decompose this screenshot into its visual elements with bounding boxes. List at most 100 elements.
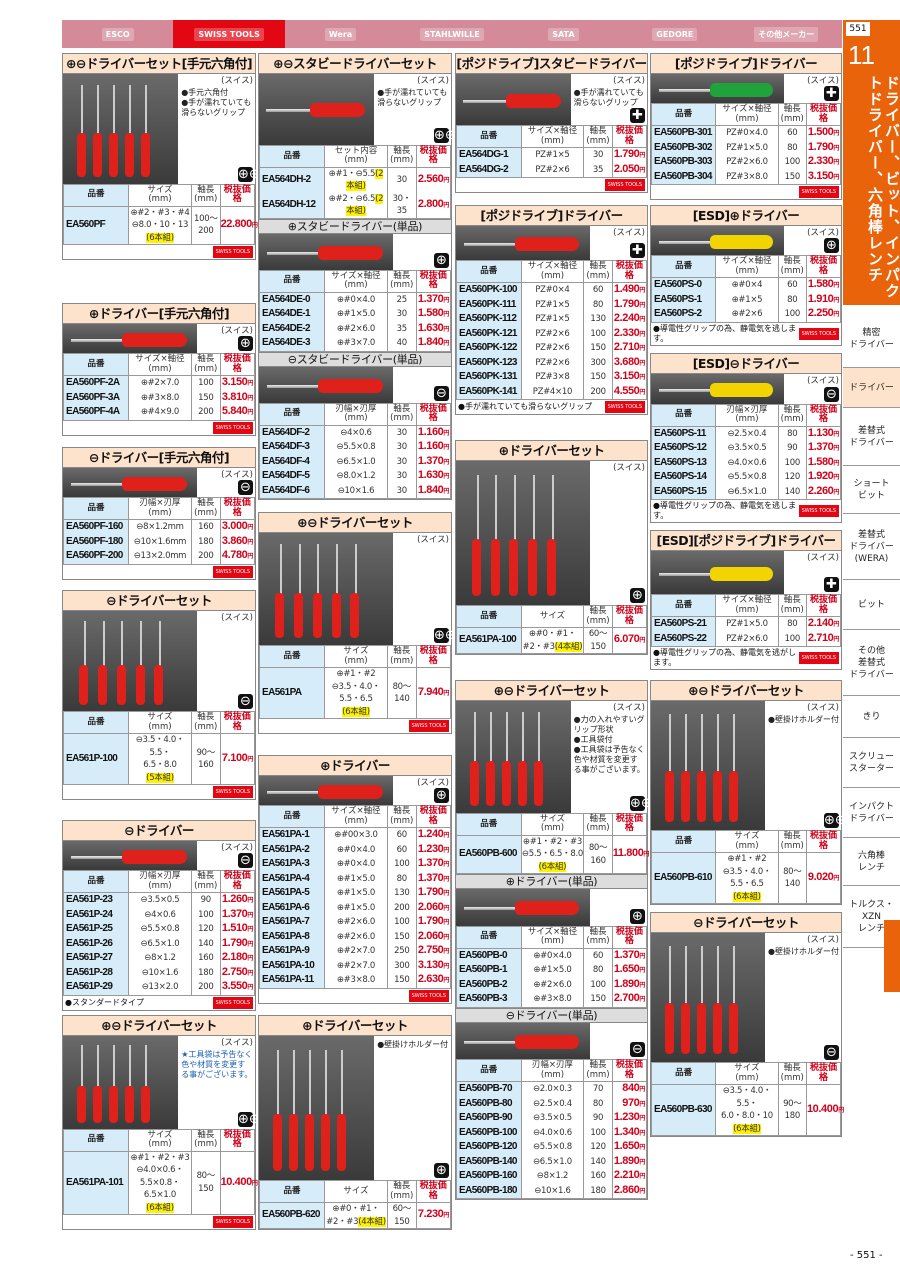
table-row[interactable]: EA560PB-304 PZ#3×8.0 150 3.150円	[650, 169, 842, 185]
table-row[interactable]: EA561P-26 ⊖6.5×1.0 140 1.790円	[63, 936, 256, 951]
table-row[interactable]: EA560PB-630 ⊖3.5・4.0・5.5・ 6.0・8.0・10 (6本組…	[650, 1084, 844, 1136]
table-row[interactable]: EA561PA-101 ⊕#1・#2・#3 ⊖4.0×0.6・5.5×0.8・6.…	[63, 1151, 258, 1215]
brand-tab[interactable]: GEDORE	[619, 20, 730, 48]
table-row[interactable]: EA561PA-2 ⊕#0×4.0 60 1.230円	[259, 842, 452, 857]
table-row[interactable]: EA564DH-12 ⊕#2・⊖6.5(2本組) 30・ 35 2.800円	[259, 192, 452, 219]
table-row[interactable]: EA560PB-120 ⊖5.5×0.8 120 1.650円	[456, 1140, 648, 1155]
table-row[interactable]: EA561P-25 ⊖5.5×0.8 120 1.510円	[63, 922, 256, 937]
table-row[interactable]: EA560PS-1 ⊕#1×5 80 1.910円	[650, 292, 842, 307]
table-row[interactable]: EA560PB-90 ⊖3.5×0.5 90 1.230円	[456, 1111, 648, 1126]
table-row[interactable]: EA561PA-4 ⊕#1×5.0 80 1.370円	[259, 871, 452, 886]
brand-tab[interactable]: SWISS TOOLS	[173, 20, 285, 48]
table-row[interactable]: EA564DF-6 ⊖10×1.6 30 1.840円	[259, 483, 452, 499]
table-row[interactable]: EA560PS-21 PZ#1×5.0 80 2.140円	[650, 616, 842, 632]
nav-item[interactable]: インパクト ドライバー	[843, 788, 900, 838]
table-row[interactable]: EA561P-27 ⊖8×1.2 160 2.180円	[63, 951, 256, 966]
table-row[interactable]: EA564DH-2 ⊕#1・⊖5.5(2本組) 30 2.560円	[259, 167, 452, 193]
table-row[interactable]: EA560PS-15 ⊖6.5×1.0 140 2.260円	[650, 484, 842, 500]
table-row[interactable]: EA561P-24 ⊖4×0.6 100 1.370円	[63, 907, 256, 922]
table-row[interactable]: EA561PA-100 ⊕#0・#1・#2・#3(4本組) 60〜 150 6.070…	[456, 627, 648, 654]
table-row[interactable]: EA561PA-11 ⊕#3×8.0 150 2.630円	[259, 973, 452, 989]
table-row[interactable]: EA560PB-600 ⊕#1・#2・#3 ⊖5.5・6.5・8.0 (6本組) 8…	[456, 835, 649, 875]
table-row[interactable]: EA564DE-2 ⊕#2×6.0 35 1.630円	[259, 321, 452, 337]
table-row[interactable]: EA560PS-13 ⊖4.0×0.6 100 1.580円	[650, 455, 842, 470]
table-row[interactable]: EA560PF ⊕#2・#3・#4 ⊖8.0・10・13 (6本組) 100〜 20…	[63, 206, 258, 245]
table-row[interactable]: EA561PA-6 ⊕#1×5.0 200 2.060円	[259, 900, 452, 915]
brand-tab[interactable]: その他メーカー	[731, 20, 842, 48]
table-row[interactable]: EA561PA-3 ⊕#0×4.0 100 1.370円	[259, 857, 452, 872]
table-row[interactable]: EA560PB-2 ⊕#2×6.0 100 1.890円	[456, 977, 648, 993]
table-row[interactable]: EA564DE-1 ⊕#1×5.0 30 1.580円	[259, 307, 452, 322]
table-row[interactable]: EA561PA-9 ⊕#2×7.0 250 2.750円	[259, 944, 452, 959]
price: 2.060円	[415, 929, 452, 944]
table-row[interactable]: EA560PS-22 PZ#2×6.0 100 2.710円	[650, 631, 842, 647]
table-row[interactable]: EA560PB-140 ⊖6.5×1.0 140 1.890円	[456, 1154, 648, 1169]
nav-item[interactable]: 差替式 ドライバー	[843, 408, 900, 466]
table-row[interactable]: EA560PS-0 ⊕#0×4 60 1.580円	[650, 277, 842, 293]
table-row[interactable]: EA560PK-112 PZ#1×5 130 2.240円	[456, 312, 648, 327]
table-row[interactable]: EA561PA-7 ⊕#2×6.0 100 1.790円	[259, 915, 452, 930]
table-row[interactable]: EA560PB-100 ⊖4.0×0.6 100 1.340円	[456, 1125, 648, 1140]
nav-item[interactable]: 精密 ドライバー	[843, 310, 900, 368]
table-row[interactable]: EA564DF-4 ⊖6.5×1.0 30 1.370円	[259, 454, 452, 469]
table-row[interactable]: EA560PB-1 ⊕#1×5.0 80 1.650円	[456, 963, 648, 978]
table-row[interactable]: EA560PB-0 ⊕#0×4.0 60 1.370円	[456, 948, 648, 964]
nav-item[interactable]: きり	[843, 696, 900, 738]
table-row[interactable]: EA560PB-301 PZ#0×4.0 60 1.500円	[650, 125, 842, 141]
table-row[interactable]: EA560PB-3 ⊕#3×8.0 150 2.700円	[456, 992, 648, 1008]
table-row[interactable]: EA564DE-0 ⊕#0×4.0 25 1.370円	[259, 292, 452, 308]
table-row[interactable]: EA560PB-610 ⊕#1・#2 ⊖3.5・4.0・5.5・6.5 (6本組)…	[650, 852, 842, 904]
table-row[interactable]: EA561P-29 ⊖13×2.0 200 3.550円	[63, 980, 256, 996]
table-row[interactable]: EA561P-100 ⊖3.5・4.0・5.5・ 6.5・8.0 (5本組) 90〜…	[63, 733, 256, 785]
nav-item[interactable]: ドライバー	[843, 368, 900, 408]
nav-item[interactable]: その他 差替式 ドライバー	[843, 630, 900, 696]
table-row[interactable]: EA560PB-70 ⊖2.0×0.3 70 840円	[456, 1081, 648, 1097]
table-row[interactable]: EA560PB-302 PZ#1×5.0 80 1.790円	[650, 140, 842, 155]
table-row[interactable]: EA560PK-111 PZ#1×5 80 1.790円	[456, 297, 648, 312]
table-row[interactable]: EA560PK-122 PZ#2×6 150 2.710円	[456, 341, 648, 356]
table-row[interactable]: EA560PB-303 PZ#2×6.0 100 2.330円	[650, 155, 842, 170]
brand-tab[interactable]: ESCO	[62, 20, 173, 48]
nav-item[interactable]: 六角棒 レンチ	[843, 838, 900, 886]
table-row[interactable]: EA560PS-2 ⊕#2×6 100 2.250円	[650, 307, 842, 323]
nav-item[interactable]: ビット	[843, 580, 900, 630]
table-row[interactable]: EA561PA ⊕#1・#2 ⊖3.5・4.0・5.5・6.5 (6本組) 80〜 …	[259, 667, 452, 719]
table-row[interactable]: EA560PF-180 ⊖10×1.6mm 180 3.860円	[63, 534, 256, 549]
table-row[interactable]: EA560PK-121 PZ#2×6 100 2.330円	[456, 326, 648, 341]
table-row[interactable]: EA560PF-4A ⊕#4×9.0 200 5.840円	[63, 405, 256, 421]
table-row[interactable]: EA561PA-5 ⊕#1×5.0 130 1.790円	[259, 886, 452, 901]
table-row[interactable]: EA561PA-1 ⊕#00×3.0 60 1.240円	[259, 827, 452, 843]
table-row[interactable]: EA564DG-1 PZ#1×5 30 1.790円	[456, 147, 648, 163]
nav-item[interactable]: トルクス・ XZN レンチ	[843, 886, 900, 948]
brand-tab[interactable]: STAHLWILLE	[396, 20, 507, 48]
table-row[interactable]: EA564DE-3 ⊕#3×7.0 40 1.840円	[259, 336, 452, 352]
table-row[interactable]: EA560PS-14 ⊖5.5×0.8 120 1.920円	[650, 470, 842, 485]
table-row[interactable]: EA560PF-200 ⊖13×2.0mm 200 4.780円	[63, 549, 256, 565]
table-row[interactable]: EA560PS-11 ⊖2.5×0.4 80 1.130円	[650, 426, 842, 441]
table-row[interactable]: EA561PA-10 ⊕#2×7.0 300 3.130円	[259, 958, 452, 973]
table-row[interactable]: EA560PK-123 PZ#2×6 300 3.680円	[456, 355, 648, 370]
table-row[interactable]: EA564DF-3 ⊖5.5×0.8 30 1.160円	[259, 440, 452, 455]
nav-item[interactable]: 差替式 ドライバー (WERA)	[843, 514, 900, 580]
table-row[interactable]: EA560PF-160 ⊖8×1.2mm 160 3.000円	[63, 519, 256, 535]
table-row[interactable]: EA560PS-12 ⊖3.5×0.5 90 1.370円	[650, 441, 842, 456]
table-row[interactable]: EA560PB-160 ⊖8×1.2 160 2.210円	[456, 1169, 648, 1184]
table-row[interactable]: EA560PB-80 ⊖2.5×0.4 80 970円	[456, 1096, 648, 1111]
table-row[interactable]: EA560PB-180 ⊖10×1.6 180 2.860円	[456, 1183, 648, 1199]
table-row[interactable]: EA561PA-8 ⊕#2×6.0 150 2.060円	[259, 929, 452, 944]
brand-tab[interactable]: SATA	[508, 20, 619, 48]
table-row[interactable]: EA564DF-5 ⊖8.0×1.2 30 1.630円	[259, 469, 452, 484]
table-row[interactable]: EA560PK-141 PZ#4×10 200 4.550円	[456, 384, 648, 400]
table-row[interactable]: EA560PF-3A ⊕#3×8.0 150 3.810円	[63, 390, 256, 405]
table-row[interactable]: EA560PK-100 PZ#0×4 60 1.490円	[456, 282, 648, 298]
table-row[interactable]: EA560PB-620 ⊕#0・#1・#2・#3(4本組) 60〜 150 7.230…	[259, 1202, 452, 1229]
table-row[interactable]: EA560PK-131 PZ#3×8 150 3.150円	[456, 370, 648, 385]
table-row[interactable]: EA561P-23 ⊖3.5×0.5 90 1.260円	[63, 892, 256, 908]
nav-item[interactable]: ショート ビット	[843, 466, 900, 514]
brand-tab[interactable]: Wera	[285, 20, 396, 48]
table-row[interactable]: EA561P-28 ⊖10×1.6 180 2.750円	[63, 965, 256, 980]
table-row[interactable]: EA564DF-2 ⊖4×0.6 30 1.160円	[259, 425, 452, 440]
table-row[interactable]: EA564DG-2 PZ#2×6 35 2.050円	[456, 162, 648, 178]
table-row[interactable]: EA560PF-2A ⊕#2×7.0 100 3.150円	[63, 375, 256, 391]
nav-item[interactable]: スクリュー スターター	[843, 738, 900, 788]
